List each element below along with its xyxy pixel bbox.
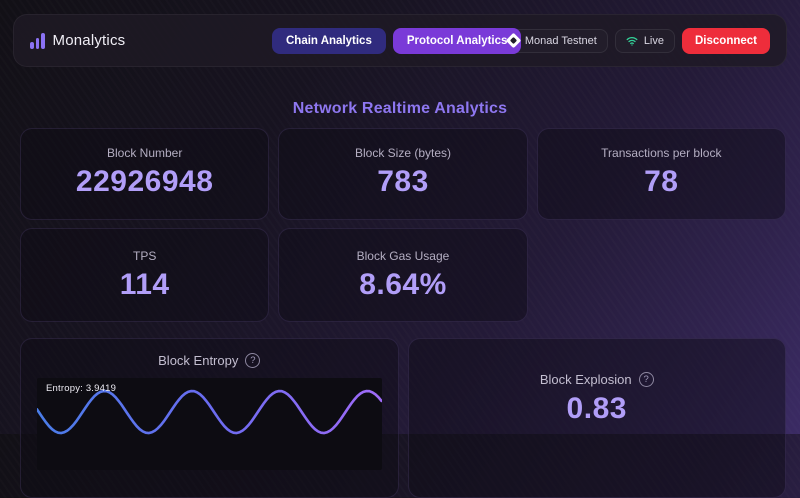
stat-label: Block Number: [106, 146, 183, 160]
stat-value: 78: [644, 165, 679, 198]
tab-chain-analytics[interactable]: Chain Analytics: [272, 27, 386, 54]
block-explosion-panel: Block Explosion ? 0.83: [407, 338, 786, 498]
stat-value: 22926948: [75, 165, 214, 198]
stat-label: Transactions per block: [601, 146, 722, 160]
brand[interactable]: Monalytics: [30, 32, 125, 49]
explosion-help-icon[interactable]: ?: [638, 372, 654, 387]
block-explosion-value: 0.83: [566, 392, 627, 425]
entropy-chart: Entropy: 3.9419: [37, 378, 382, 470]
block-explosion-title: Block Explosion: [539, 372, 632, 387]
navbar: Monalytics Chain Analytics Protocol Anal…: [13, 14, 787, 67]
stat-value: 8.64%: [359, 268, 447, 301]
live-badge-label: Live: [643, 34, 664, 47]
entropy-chart-label: Entropy: 3.9419: [46, 383, 117, 394]
stat-card-block-size: Block Size (bytes) 783: [278, 128, 528, 220]
entropy-wave-path: [37, 389, 382, 435]
stat-label: TPS: [132, 249, 157, 263]
stats-grid: Block Number 22926948 Block Size (bytes)…: [20, 128, 786, 322]
bar-chart-logo-icon: [30, 32, 45, 49]
disconnect-button[interactable]: Disconnect: [682, 27, 770, 54]
stat-value: 783: [377, 165, 429, 198]
entropy-help-icon[interactable]: ?: [245, 353, 261, 368]
stat-card-transactions-per-block: Transactions per block 78: [536, 128, 786, 220]
stat-value: 114: [119, 268, 170, 301]
nav-tabs: Chain Analytics Protocol Analytics: [272, 15, 522, 66]
stat-card-block-gas-usage: Block Gas Usage 8.64%: [278, 228, 528, 322]
tab-protocol-analytics[interactable]: Protocol Analytics: [392, 27, 522, 54]
stat-label: Block Size (bytes): [354, 146, 451, 160]
block-entropy-title: Block Entropy: [158, 353, 239, 368]
stat-card-tps: TPS 114: [20, 228, 270, 322]
brand-name: Monalytics: [52, 32, 126, 49]
entropy-wave-svg: [37, 389, 382, 435]
block-entropy-panel: Block Entropy ? Entropy: 3.9419: [20, 338, 399, 498]
page-title: Network Realtime Analytics: [292, 100, 508, 117]
network-badge-label: Monad Testnet: [524, 34, 597, 47]
live-signal-icon: [626, 35, 638, 47]
stat-card-block-number: Block Number 22926948: [20, 128, 270, 220]
navbar-right: Monad Testnet Live Disconnect: [496, 27, 770, 54]
live-status-badge: Live: [614, 28, 675, 53]
bottom-panels: Block Entropy ? Entropy: 3.9419 Block Ex…: [20, 338, 786, 498]
stat-label: Block Gas Usage: [356, 249, 450, 263]
